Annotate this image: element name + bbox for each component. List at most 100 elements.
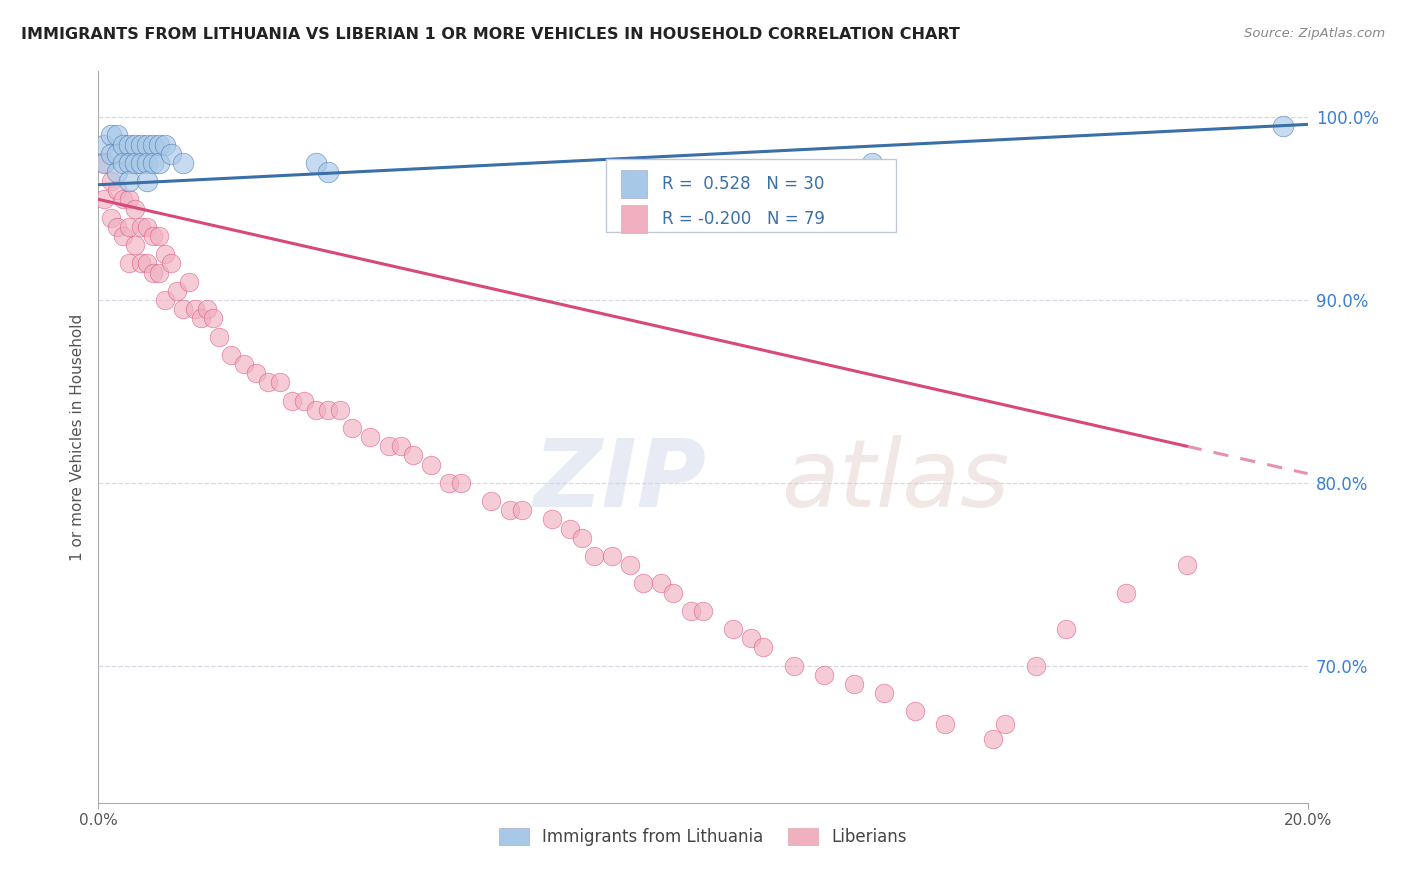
Point	[631, 576, 654, 591]
Text: IMMIGRANTS FROM LITHUANIA VS LIBERIAN 1 OR MORE VEHICLES IN HOUSEHOLD CORRELATIO: IMMIGRANTS FROM LITHUANIA VS LIBERIAN 1 …	[21, 27, 960, 42]
Point	[100, 211, 122, 225]
Point	[118, 174, 141, 188]
Point	[510, 503, 533, 517]
Point	[202, 311, 225, 326]
Point	[118, 256, 141, 270]
FancyBboxPatch shape	[606, 159, 897, 232]
Point	[135, 174, 157, 188]
Point	[129, 256, 152, 270]
Point	[129, 219, 152, 234]
Point	[305, 402, 328, 417]
Point	[105, 165, 128, 179]
Point	[172, 155, 194, 169]
Point	[148, 265, 170, 279]
Point	[752, 640, 775, 655]
Point	[650, 576, 672, 591]
Point	[124, 137, 146, 152]
Point	[135, 155, 157, 169]
Point	[111, 192, 134, 206]
Point	[105, 183, 128, 197]
Point	[160, 256, 183, 270]
Point	[934, 717, 956, 731]
Point	[292, 393, 315, 408]
Point	[558, 521, 581, 535]
Bar	[621, 205, 647, 233]
Point	[360, 430, 382, 444]
Point	[813, 667, 835, 681]
Point	[160, 146, 183, 161]
Text: R = -0.200   N = 79: R = -0.200 N = 79	[662, 211, 825, 228]
Point	[105, 146, 128, 161]
Point	[111, 228, 134, 243]
Point	[1054, 622, 1077, 636]
Point	[124, 238, 146, 252]
Point	[100, 146, 122, 161]
Point	[124, 155, 146, 169]
Point	[195, 301, 218, 316]
Point	[402, 448, 425, 462]
Point	[245, 366, 267, 380]
Bar	[621, 170, 647, 198]
Point	[142, 155, 165, 169]
Point	[166, 284, 188, 298]
Point	[179, 275, 201, 289]
Point	[93, 155, 115, 169]
Point	[93, 137, 115, 152]
Point	[148, 137, 170, 152]
Point	[93, 192, 115, 206]
Point	[679, 604, 702, 618]
Point	[135, 219, 157, 234]
Point	[481, 494, 503, 508]
Point	[100, 174, 122, 188]
Point	[602, 549, 624, 563]
Point	[904, 704, 927, 718]
Point	[93, 155, 115, 169]
Point	[269, 375, 291, 389]
Point	[661, 585, 683, 599]
Point	[740, 631, 762, 645]
Point	[153, 293, 176, 307]
Point	[148, 228, 170, 243]
Point	[329, 402, 352, 417]
Point	[540, 512, 562, 526]
Point	[118, 137, 141, 152]
Point	[232, 357, 254, 371]
Point	[619, 558, 641, 573]
Point	[571, 531, 593, 545]
Point	[692, 604, 714, 618]
Text: R =  0.528   N = 30: R = 0.528 N = 30	[662, 175, 824, 193]
Point	[783, 658, 806, 673]
Point	[450, 475, 472, 490]
Point	[142, 137, 165, 152]
Point	[860, 155, 883, 169]
Point	[1024, 658, 1046, 673]
Point	[100, 128, 122, 143]
Point	[437, 475, 460, 490]
Point	[142, 265, 165, 279]
Point	[844, 677, 866, 691]
Point	[256, 375, 278, 389]
Point	[153, 137, 176, 152]
Point	[118, 192, 141, 206]
Point	[208, 329, 231, 343]
Point	[981, 731, 1004, 746]
Point	[1272, 119, 1295, 133]
Point	[723, 622, 745, 636]
Point	[583, 549, 606, 563]
Point	[142, 228, 165, 243]
Point	[389, 439, 412, 453]
Y-axis label: 1 or more Vehicles in Household: 1 or more Vehicles in Household	[69, 313, 84, 561]
Point	[190, 311, 212, 326]
Point	[135, 256, 157, 270]
Point	[1115, 585, 1137, 599]
Point	[153, 247, 176, 261]
Point	[221, 348, 243, 362]
Point	[105, 128, 128, 143]
Point	[129, 137, 152, 152]
Point	[498, 503, 520, 517]
Text: atlas: atlas	[782, 435, 1010, 526]
Point	[111, 137, 134, 152]
Point	[873, 686, 896, 700]
Point	[281, 393, 304, 408]
Point	[994, 717, 1017, 731]
